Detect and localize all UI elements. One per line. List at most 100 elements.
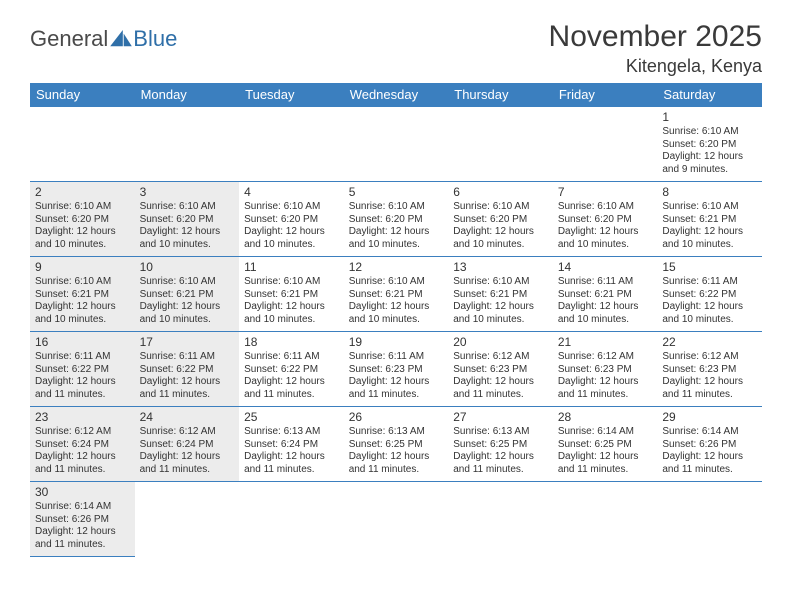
weekday-header: Friday [553,83,658,107]
day-info-line: Sunset: 6:25 PM [558,439,653,452]
day-info-line: and 10 minutes. [662,314,757,327]
day-info-line: Daylight: 12 hours [140,301,235,314]
header-row: General Blue November 2025 Kitengela, Ke… [30,20,762,77]
day-info-line: Sunrise: 6:14 AM [35,501,130,514]
day-info-line: and 10 minutes. [453,314,548,327]
day-info-line: Sunset: 6:22 PM [35,364,130,377]
day-info-line: Sunrise: 6:14 AM [558,426,653,439]
day-info-line: Sunset: 6:21 PM [453,289,548,302]
calendar-cell: 7Sunrise: 6:10 AMSunset: 6:20 PMDaylight… [553,182,658,257]
day-number: 16 [35,335,130,350]
brand-logo: General Blue [30,26,177,52]
day-info-line: Daylight: 12 hours [453,376,548,389]
calendar-cell [448,107,553,182]
day-info-line: Sunrise: 6:12 AM [35,426,130,439]
weekday-header: Saturday [657,83,762,107]
day-info-line: Daylight: 12 hours [349,226,444,239]
day-number: 17 [140,335,235,350]
sail-icon [110,30,132,48]
day-info-line: Daylight: 12 hours [35,301,130,314]
day-number: 10 [140,260,235,275]
day-info-line: Daylight: 12 hours [453,451,548,464]
day-info-line: Sunset: 6:26 PM [35,514,130,527]
day-info-line: Sunrise: 6:12 AM [140,426,235,439]
day-info-line: Daylight: 12 hours [35,526,130,539]
calendar-cell: 5Sunrise: 6:10 AMSunset: 6:20 PMDaylight… [344,182,449,257]
calendar-page: General Blue November 2025 Kitengela, Ke… [0,0,792,577]
calendar-cell: 8Sunrise: 6:10 AMSunset: 6:21 PMDaylight… [657,182,762,257]
calendar-cell: 14Sunrise: 6:11 AMSunset: 6:21 PMDayligh… [553,257,658,332]
day-number: 23 [35,410,130,425]
weekday-header: Wednesday [344,83,449,107]
calendar-cell [239,482,344,557]
calendar-cell: 30Sunrise: 6:14 AMSunset: 6:26 PMDayligh… [30,482,135,557]
day-info-line: and 11 minutes. [35,464,130,477]
day-number: 7 [558,185,653,200]
day-info-line: and 10 minutes. [35,314,130,327]
day-info-line: Daylight: 12 hours [140,376,235,389]
day-info-line: and 11 minutes. [453,464,548,477]
day-number: 2 [35,185,130,200]
calendar-cell: 19Sunrise: 6:11 AMSunset: 6:23 PMDayligh… [344,332,449,407]
day-number: 11 [244,260,339,275]
day-number: 30 [35,485,130,500]
day-info-line: Daylight: 12 hours [140,226,235,239]
calendar-cell: 26Sunrise: 6:13 AMSunset: 6:25 PMDayligh… [344,407,449,482]
day-info-line: Daylight: 12 hours [558,376,653,389]
day-number: 18 [244,335,339,350]
day-number: 5 [349,185,444,200]
day-info-line: Daylight: 12 hours [35,226,130,239]
day-info-line: Sunset: 6:21 PM [140,289,235,302]
calendar-cell [553,482,658,557]
day-info-line: Sunrise: 6:13 AM [244,426,339,439]
day-number: 15 [662,260,757,275]
day-info-line: and 10 minutes. [349,239,444,252]
day-info-line: and 11 minutes. [244,464,339,477]
calendar-cell: 16Sunrise: 6:11 AMSunset: 6:22 PMDayligh… [30,332,135,407]
calendar-cell: 4Sunrise: 6:10 AMSunset: 6:20 PMDaylight… [239,182,344,257]
day-info-line: Sunrise: 6:12 AM [662,351,757,364]
calendar-cell [553,107,658,182]
calendar-cell: 24Sunrise: 6:12 AMSunset: 6:24 PMDayligh… [135,407,240,482]
day-info-line: Sunrise: 6:10 AM [244,201,339,214]
day-info-line: and 10 minutes. [558,314,653,327]
day-info-line: Sunrise: 6:10 AM [453,201,548,214]
day-info-line: Sunset: 6:21 PM [349,289,444,302]
day-info-line: Sunrise: 6:11 AM [140,351,235,364]
day-info-line: Sunset: 6:20 PM [244,214,339,227]
day-info-line: Daylight: 12 hours [662,301,757,314]
day-info-line: Daylight: 12 hours [662,451,757,464]
day-info-line: Sunrise: 6:10 AM [140,201,235,214]
day-info-line: Sunrise: 6:10 AM [662,201,757,214]
day-info-line: and 10 minutes. [453,239,548,252]
day-info-line: Sunset: 6:24 PM [35,439,130,452]
day-number: 22 [662,335,757,350]
calendar-cell [657,482,762,557]
day-info-line: Sunset: 6:21 PM [35,289,130,302]
calendar-cell: 6Sunrise: 6:10 AMSunset: 6:20 PMDaylight… [448,182,553,257]
calendar-body: 1Sunrise: 6:10 AMSunset: 6:20 PMDaylight… [30,107,762,557]
day-info-line: and 11 minutes. [349,389,444,402]
day-info-line: Daylight: 12 hours [662,226,757,239]
day-info-line: Sunset: 6:22 PM [140,364,235,377]
calendar-week: 16Sunrise: 6:11 AMSunset: 6:22 PMDayligh… [30,332,762,407]
day-info-line: Sunset: 6:20 PM [662,139,757,152]
weekday-header: Monday [135,83,240,107]
day-info-line: and 11 minutes. [349,464,444,477]
day-info-line: and 11 minutes. [662,389,757,402]
day-info-line: and 11 minutes. [35,539,130,552]
calendar-cell: 29Sunrise: 6:14 AMSunset: 6:26 PMDayligh… [657,407,762,482]
day-number: 3 [140,185,235,200]
day-info-line: Sunrise: 6:10 AM [349,276,444,289]
day-info-line: and 11 minutes. [140,464,235,477]
day-info-line: Sunrise: 6:14 AM [662,426,757,439]
day-info-line: and 10 minutes. [140,314,235,327]
day-number: 6 [453,185,548,200]
calendar-cell: 22Sunrise: 6:12 AMSunset: 6:23 PMDayligh… [657,332,762,407]
calendar-cell: 20Sunrise: 6:12 AMSunset: 6:23 PMDayligh… [448,332,553,407]
calendar-cell [135,107,240,182]
month-title: November 2025 [549,20,762,54]
day-info-line: and 11 minutes. [558,464,653,477]
calendar-week: 23Sunrise: 6:12 AMSunset: 6:24 PMDayligh… [30,407,762,482]
calendar-cell: 27Sunrise: 6:13 AMSunset: 6:25 PMDayligh… [448,407,553,482]
